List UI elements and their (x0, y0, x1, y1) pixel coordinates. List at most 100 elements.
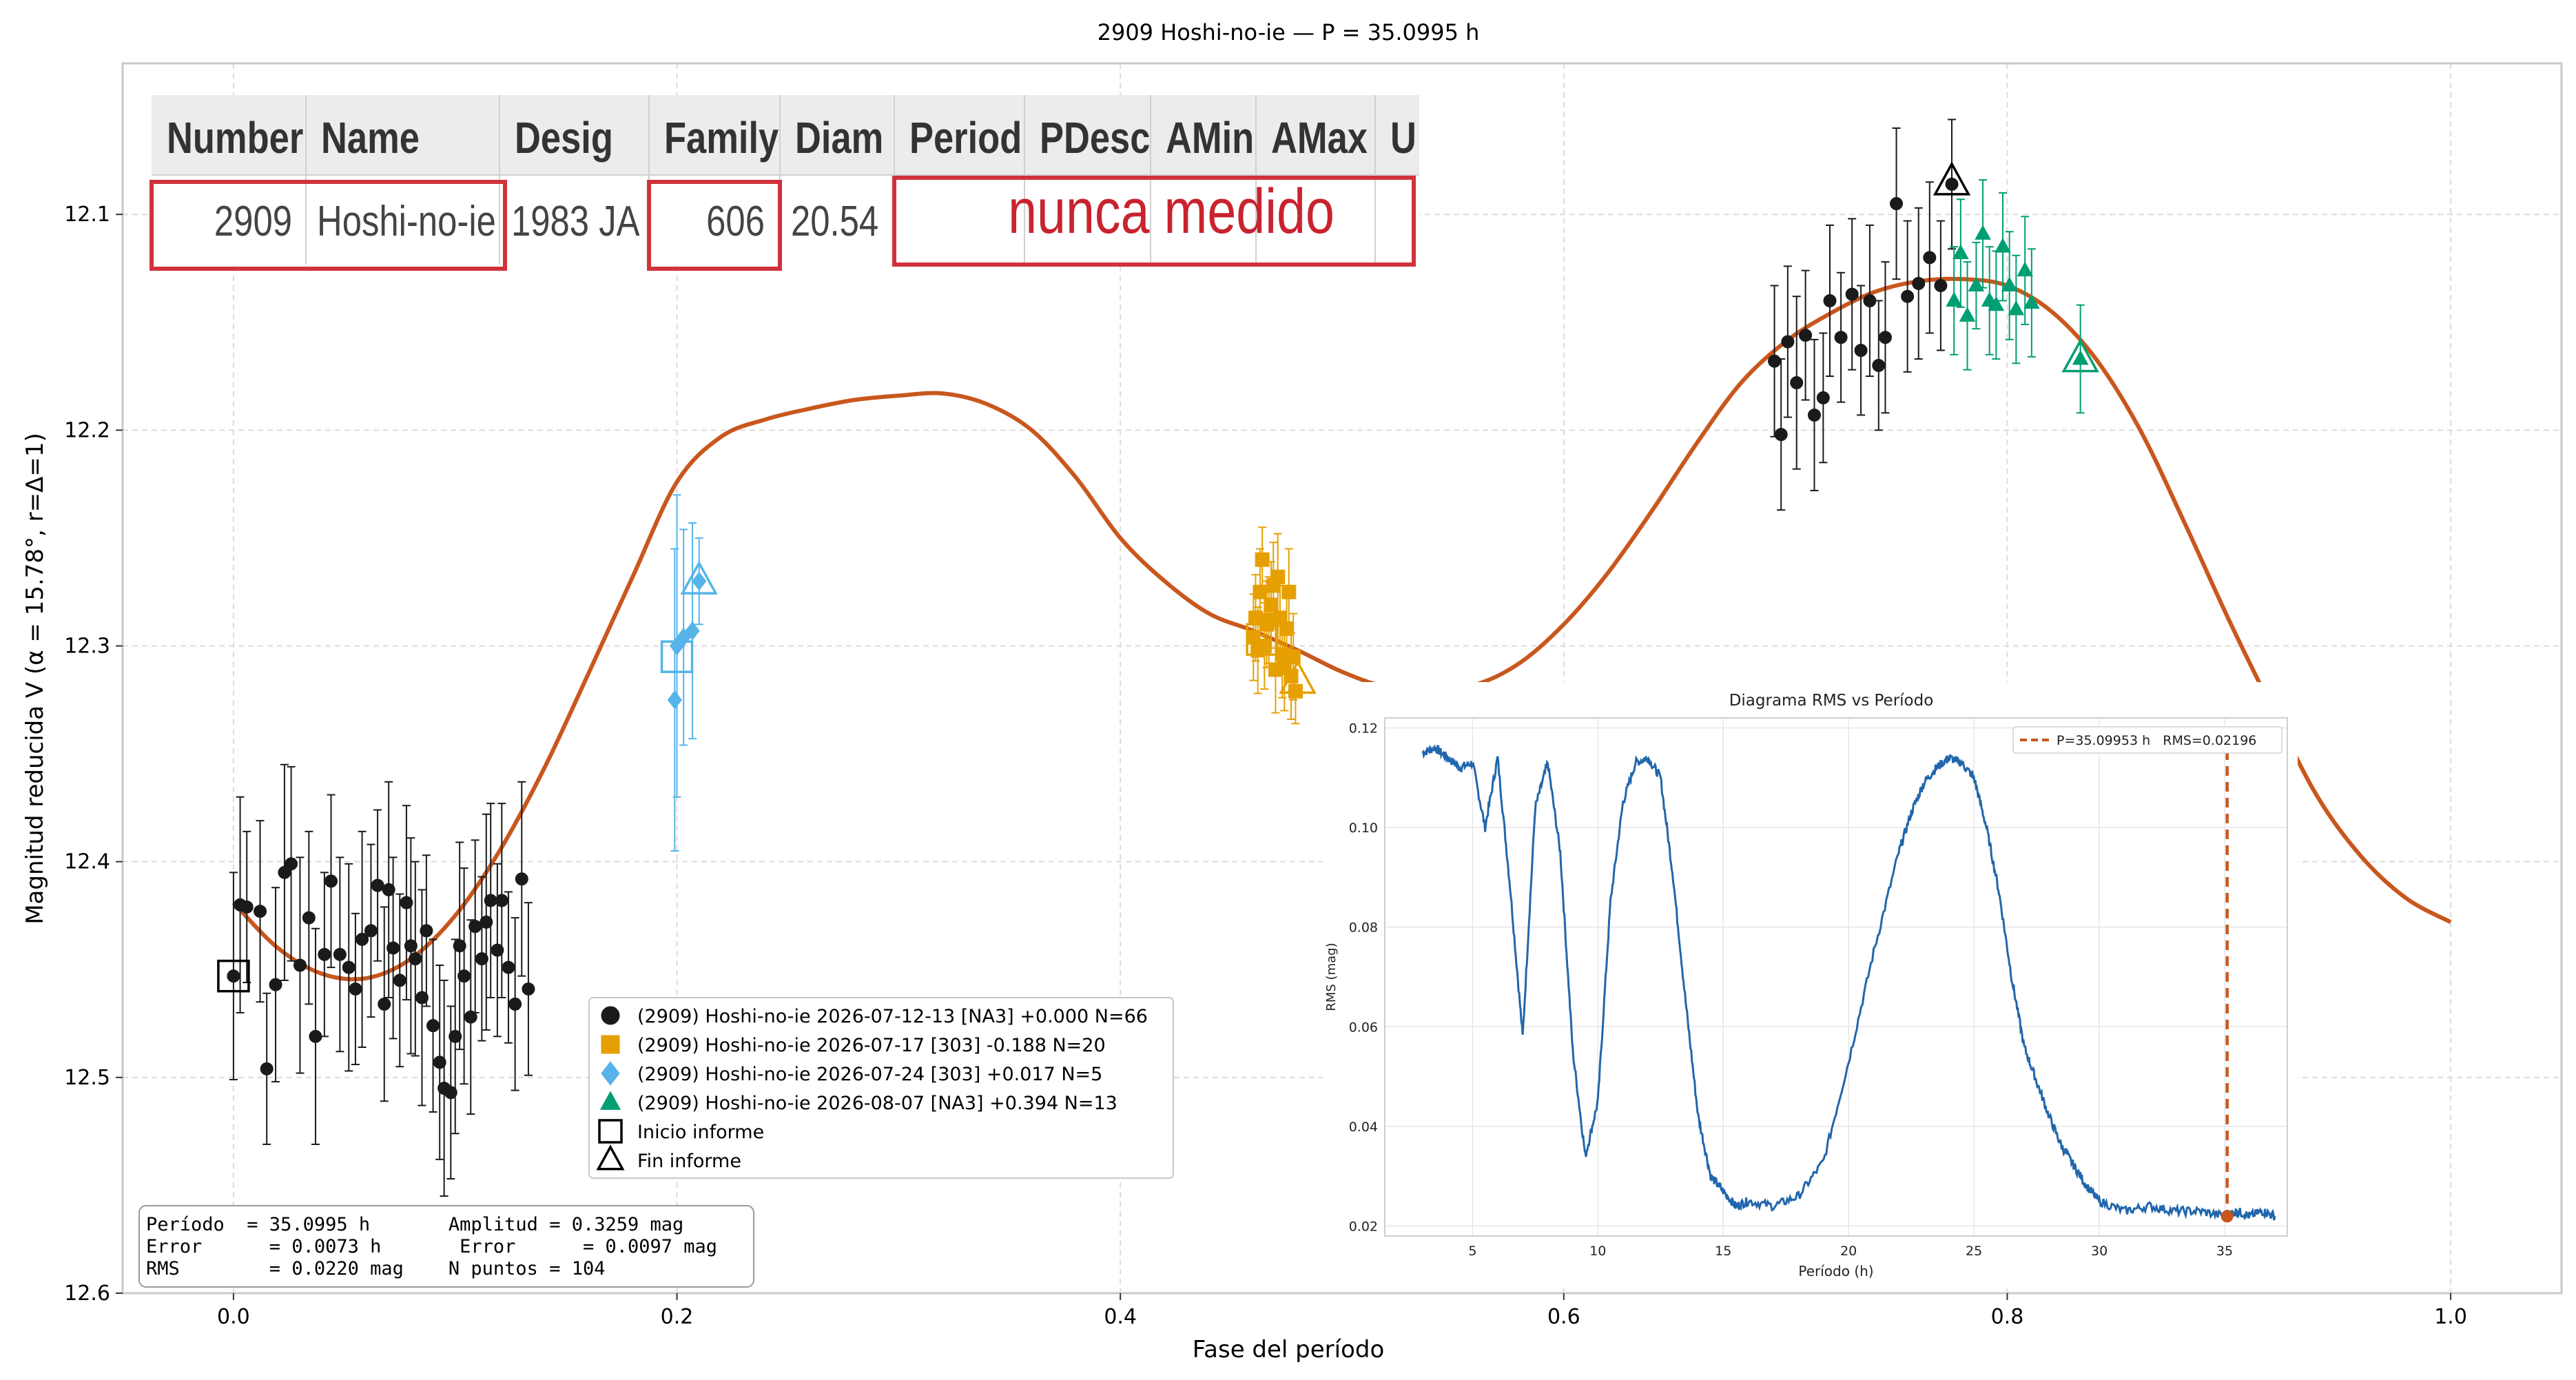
data-point (1988, 296, 2005, 311)
report-start-marker (217, 959, 250, 993)
rms-y-tick-label: 0.10 (1349, 821, 1378, 836)
data-point (387, 941, 400, 955)
data-point (475, 952, 488, 966)
legend-label: Fin informe (637, 1151, 741, 1172)
data-points-layer (227, 119, 2089, 1197)
fit-curve (231, 276, 2452, 982)
data-point (1959, 307, 1976, 322)
data-point (254, 905, 267, 918)
table-header-row: Number Name Desig Family Diam Period PDesc AMin… (167, 114, 1416, 163)
table-cell: Hoshi-no-ie (317, 198, 496, 245)
main-x-axis-label: Fase del período (1193, 1336, 1385, 1363)
data-point (409, 952, 422, 966)
rms-x-tick-label: 25 (1966, 1244, 1982, 1259)
stats-line-1: Período = 35.0995 h Amplitud = 0.3259 ma… (146, 1214, 683, 1235)
table-highlight-box (892, 176, 1416, 267)
main-plot-frame (121, 62, 2563, 1295)
legend-label: (2909) Hoshi-no-ie 2026-08-07 [NA3] +0.3… (637, 1093, 1117, 1114)
main-y-tick-label: 12.2 (64, 418, 110, 442)
data-point (1264, 597, 1279, 612)
data-point (349, 982, 362, 996)
data-point (522, 982, 535, 996)
data-point (2001, 276, 2018, 292)
rms-chart-title: Diagrama RMS vs Período (1729, 692, 1934, 710)
rms-y-axis-label: RMS (mag) (1324, 943, 1339, 1011)
data-point (420, 924, 433, 938)
report-end-marker (2061, 338, 2099, 373)
data-point (1768, 354, 1782, 368)
main-y-tick-label: 12.1 (64, 203, 110, 227)
main-x-axis: 0.0 0.2 0.4 0.6 0.8 1.0 (217, 1293, 2467, 1329)
table-highlight-box (150, 180, 507, 271)
data-point (1288, 683, 1303, 699)
report-markers-layer (217, 161, 2099, 993)
data-point (382, 883, 395, 896)
data-point (1946, 291, 1963, 307)
table-header-cell: Name (321, 114, 420, 163)
data-point (1799, 329, 1813, 342)
rms-curve (1421, 744, 2276, 1223)
main-x-tick-label: 0.2 (661, 1305, 694, 1329)
data-point (324, 874, 338, 888)
main-x-tick-label: 1.0 (2434, 1305, 2467, 1329)
data-point (1781, 335, 1795, 349)
table-header-cell: U (1390, 114, 1416, 163)
data-point (1807, 408, 1821, 422)
data-point (1952, 244, 1969, 260)
main-legend: (2909) Hoshi-no-ie 2026-07-12-13 [NA3] +… (588, 997, 1174, 1179)
report-start-marker (660, 640, 694, 673)
rms-x-tick-label: 5 (1468, 1244, 1476, 1259)
rms-grid (1385, 718, 2287, 1236)
data-point (444, 1086, 457, 1100)
series-4 (1946, 179, 2089, 414)
main-y-tick-label: 12.4 (64, 850, 110, 874)
rms-y-axis: 0.02 0.04 0.06 0.08 0.10 0.12 (1349, 721, 1378, 1234)
data-point (2008, 300, 2025, 316)
data-point (302, 911, 316, 925)
report-end-marker (1933, 161, 1971, 196)
main-y-tick-label: 12.3 (64, 635, 110, 659)
rms-x-tick-label: 35 (2216, 1244, 2233, 1259)
data-point (404, 939, 418, 953)
table-highlight-box (647, 180, 782, 271)
series-1 (227, 119, 1959, 1197)
report-end-marker (1279, 659, 1317, 694)
period-not-measured-note: nunca medido (1008, 176, 1335, 247)
data-point (2072, 349, 2089, 365)
data-point (515, 872, 528, 886)
table-cell: 2909 (214, 198, 292, 245)
main-y-axis-label: Magnitud reducida V (α = 15.78°, r=Δ=1) (21, 433, 49, 925)
data-point (333, 947, 347, 961)
legend-swatch (601, 1035, 620, 1054)
fit-stats-frame (138, 1205, 754, 1288)
main-y-tick-label: 12.5 (64, 1066, 110, 1090)
data-point (667, 690, 682, 710)
rms-plot-frame (1384, 717, 2288, 1237)
table-header-cell: Period (909, 114, 1022, 163)
data-point (426, 1019, 440, 1033)
data-point (309, 1029, 322, 1043)
data-point (1863, 293, 1877, 307)
table-cell: 1983 JA (511, 198, 640, 245)
report-end-marker (680, 560, 718, 595)
data-point (1872, 358, 1886, 372)
data-point (1845, 287, 1859, 301)
rms-curve-layer (1421, 734, 2276, 1223)
data-point (1945, 177, 1959, 191)
fit-curve-layer (231, 276, 2452, 982)
table-row: 2909 Hoshi-no-ie 1983 JA 606 20.54 nunca medi… (214, 176, 1335, 247)
table-header-cell: Family (664, 114, 779, 163)
data-point (1834, 331, 1848, 344)
data-point (227, 969, 240, 983)
data-point (449, 1029, 462, 1043)
main-y-axis: 12.1 12.2 12.3 12.4 12.5 12.6 (64, 203, 123, 1306)
rms-inset: Diagrama RMS vs Período 5 10 15 20 25 30 35 0.… (1323, 682, 2298, 1288)
data-point (1854, 344, 1868, 357)
report-start-marker (1246, 623, 1279, 656)
rms-y-tick-label: 0.02 (1349, 1219, 1378, 1235)
data-point (1912, 276, 1926, 290)
data-point (371, 878, 384, 892)
data-point (2023, 293, 2040, 309)
data-point (457, 969, 471, 983)
main-x-tick-label: 0.4 (1104, 1305, 1137, 1329)
